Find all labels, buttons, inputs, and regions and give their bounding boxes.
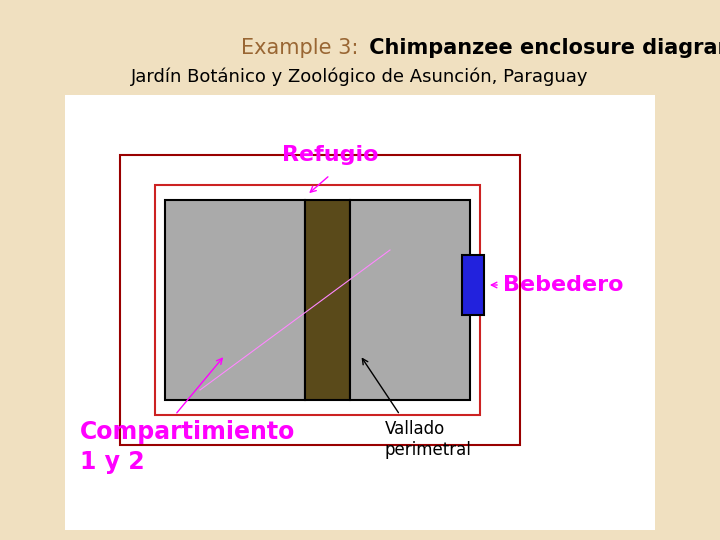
Text: Jardín Botánico y Zoológico de Asunción, Paraguay: Jardín Botánico y Zoológico de Asunción,…: [131, 68, 589, 86]
Bar: [462, 255, 484, 315]
Text: 1 y 2: 1 y 2: [80, 450, 145, 474]
Bar: [65, 95, 655, 530]
Bar: [305, 200, 350, 400]
Text: Bebedero: Bebedero: [503, 275, 624, 295]
Text: Chimpanzee enclosure diagram: Chimpanzee enclosure diagram: [362, 38, 720, 58]
Bar: [165, 200, 305, 400]
Text: Vallado
perimetral: Vallado perimetral: [385, 420, 472, 459]
Text: Compartimiento: Compartimiento: [80, 420, 295, 444]
Text: Refugio: Refugio: [282, 145, 378, 165]
Bar: [120, 155, 520, 445]
Bar: [155, 185, 480, 415]
Bar: [350, 200, 470, 400]
Text: Example 3:: Example 3:: [240, 38, 358, 58]
